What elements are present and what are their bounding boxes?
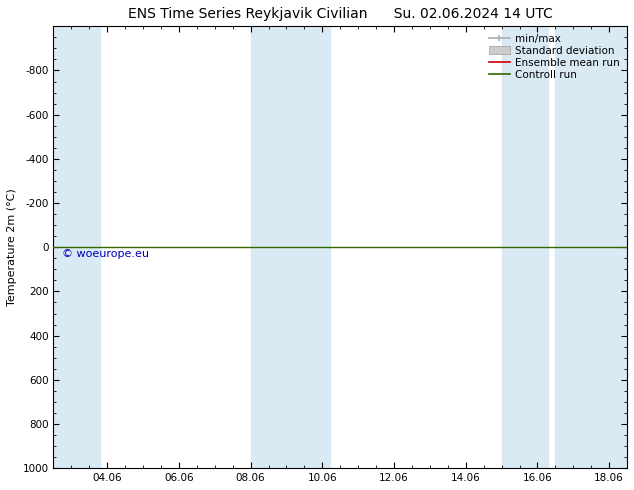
Bar xyxy=(555,26,627,468)
Bar xyxy=(250,26,330,468)
Legend: min/max, Standard deviation, Ensemble mean run, Controll run: min/max, Standard deviation, Ensemble me… xyxy=(487,31,622,82)
Bar xyxy=(53,26,100,468)
Bar xyxy=(501,26,548,468)
Title: ENS Time Series Reykjavik Civilian      Su. 02.06.2024 14 UTC: ENS Time Series Reykjavik Civilian Su. 0… xyxy=(128,7,553,21)
Text: © woeurope.eu: © woeurope.eu xyxy=(62,249,149,259)
Y-axis label: Temperature 2m (°C): Temperature 2m (°C) xyxy=(7,188,17,306)
